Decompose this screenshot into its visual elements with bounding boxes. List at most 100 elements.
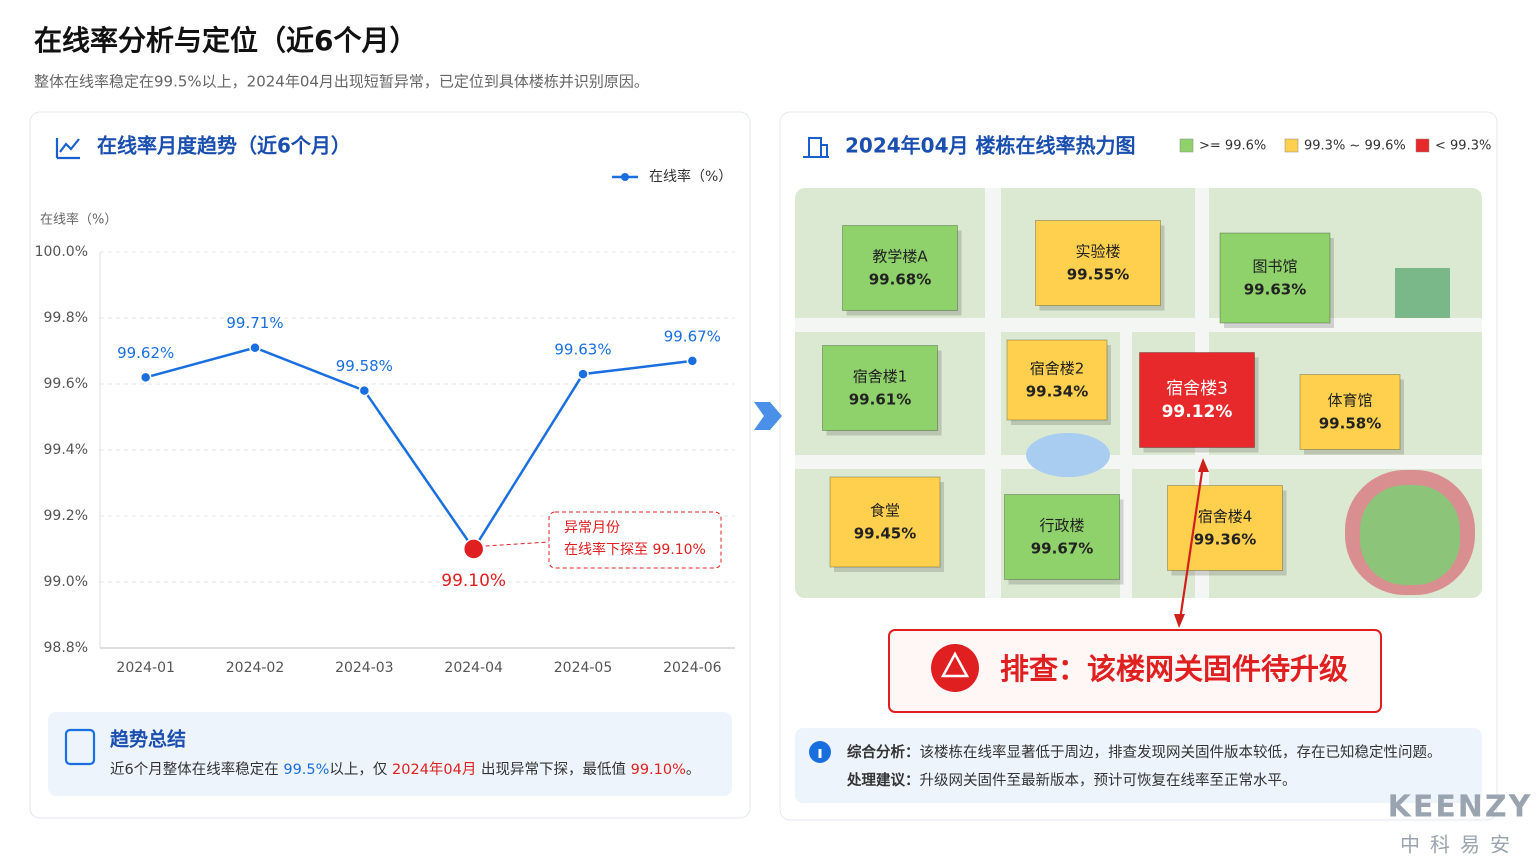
building-value: 99.12% bbox=[1162, 402, 1233, 422]
chart-title: 在线率月度趋势（近6个月） bbox=[97, 134, 351, 158]
info-glyph bbox=[818, 749, 822, 758]
building-icon bbox=[803, 137, 829, 158]
warning-glyph bbox=[940, 651, 970, 678]
building bbox=[1167, 485, 1283, 571]
x-tick-label: 2024-05 bbox=[554, 660, 613, 676]
summary-title: 趋势总结 bbox=[110, 728, 186, 751]
legend-label: >= 99.6% bbox=[1199, 139, 1266, 154]
summary-part: 。 bbox=[686, 762, 701, 778]
summary-part: 近6个月整体在线率稳定在 bbox=[110, 761, 283, 778]
building bbox=[822, 345, 938, 431]
annotation-text: 异常月份 bbox=[564, 520, 620, 536]
analysis-label: 处理建议： bbox=[846, 771, 920, 789]
summary-part: 2024年04月 bbox=[392, 761, 476, 778]
legend-swatch bbox=[1179, 138, 1194, 153]
building-name: 体育馆 bbox=[1327, 392, 1372, 410]
analysis-text: 升级网关固件至最新版本，预计可恢复在线率至正常水平。 bbox=[920, 771, 1297, 789]
analysis-row: 综合分析：该楼栋在线率显著低于周边，排查发现网关固件版本较低，存在已知稳定性问题… bbox=[847, 743, 1442, 761]
data-point bbox=[462, 538, 485, 560]
building-value: 99.58% bbox=[1319, 415, 1381, 433]
building-name: 教学楼A bbox=[872, 248, 928, 266]
y-tick-label: 99.0% bbox=[44, 574, 88, 590]
chart-icon bbox=[55, 138, 80, 160]
building-name: 宿舍楼3 bbox=[1166, 379, 1228, 399]
building-name: 行政楼 bbox=[1039, 517, 1084, 535]
building-name: 实验楼 bbox=[1075, 243, 1120, 261]
y-tick-label: 100.0% bbox=[35, 244, 88, 260]
page-subtitle: 整体在线率稳定在99.5%以上，2024年04月出现短暂异常，已定位到具体楼栋并… bbox=[34, 73, 649, 91]
callout-box bbox=[888, 629, 1382, 713]
building-name: 宿舍楼4 bbox=[1198, 508, 1253, 526]
value-label: 99.71% bbox=[226, 314, 283, 332]
callout-text: 排查：该楼网关固件待升级 bbox=[1000, 652, 1348, 686]
arrow-head bbox=[1198, 458, 1209, 472]
annotation-text: 在线率下探至 99.10% bbox=[564, 541, 706, 558]
annotation-box bbox=[548, 511, 722, 569]
summary-text: 近6个月整体在线率稳定在 99.5%以上，仅 2024年04月 出现异常下探，最… bbox=[110, 761, 700, 778]
building-value: 99.45% bbox=[854, 525, 916, 543]
data-point bbox=[686, 355, 699, 367]
building-value: 99.67% bbox=[1031, 540, 1093, 558]
legend-label: 99.3% ~ 99.6% bbox=[1304, 139, 1406, 154]
value-label: 99.10% bbox=[441, 571, 506, 591]
series-line bbox=[145, 346, 693, 552]
x-tick-label: 2024-01 bbox=[116, 660, 175, 676]
y-tick-label: 99.4% bbox=[44, 442, 88, 458]
flow-arrow bbox=[754, 402, 782, 430]
page-title: 在线率分析与定位（近6个月） bbox=[34, 24, 417, 57]
legend-swatch bbox=[1415, 138, 1430, 153]
legend-label: < 99.3% bbox=[1435, 139, 1491, 154]
building-name: 食堂 bbox=[870, 502, 900, 520]
legend-swatch bbox=[1284, 138, 1299, 153]
x-tick-label: 2024-03 bbox=[335, 660, 394, 676]
value-label: 99.67% bbox=[664, 327, 721, 345]
summary-part: 出现异常下探，最低值 bbox=[476, 761, 630, 778]
building-value: 99.63% bbox=[1244, 281, 1306, 299]
left-panel bbox=[29, 111, 751, 819]
building bbox=[842, 225, 958, 311]
building bbox=[1035, 220, 1161, 306]
building-value: 99.68% bbox=[869, 271, 931, 289]
value-label: 99.62% bbox=[117, 344, 174, 362]
building-value: 99.36% bbox=[1194, 531, 1256, 549]
building bbox=[1139, 352, 1255, 448]
building-name: 宿舍楼1 bbox=[853, 368, 908, 386]
campus-map: 教学楼A 99.68% 实验楼 99.55% 图书馆 99.63% 宿舍楼1 99.61% 宿舍… bbox=[795, 188, 1482, 598]
building bbox=[829, 476, 941, 568]
y-tick-label: 98.8% bbox=[44, 640, 88, 656]
summary-part: 以上，仅 bbox=[329, 761, 392, 778]
building bbox=[1006, 339, 1108, 421]
analysis-text: 该楼栋在线率显著低于周边，排查发现网关固件版本较低，存在已知稳定性问题。 bbox=[920, 743, 1442, 761]
building-value: 99.55% bbox=[1067, 266, 1129, 284]
link-arrow bbox=[1178, 464, 1205, 621]
arrow-head bbox=[1174, 614, 1185, 628]
data-point bbox=[139, 371, 152, 384]
building-value: 99.61% bbox=[849, 391, 911, 409]
y-tick-label: 99.6% bbox=[44, 376, 88, 392]
analysis-row: 处理建议：升级网关固件至最新版本，预计可恢复在线率至正常水平。 bbox=[846, 771, 1297, 789]
summary-box bbox=[48, 712, 732, 796]
building-name: 宿舍楼2 bbox=[1030, 360, 1085, 378]
x-tick-label: 2024-02 bbox=[226, 660, 285, 676]
summary-part: 99.5% bbox=[283, 762, 329, 778]
brand-sub: 中科易安 bbox=[1400, 833, 1520, 857]
summary-icon bbox=[64, 728, 96, 766]
y-axis-label: 在线率（%） bbox=[40, 212, 117, 228]
warning-icon bbox=[931, 644, 979, 692]
legend-dot bbox=[621, 173, 629, 181]
building-value: 99.34% bbox=[1026, 383, 1088, 401]
x-tick-label: 2024-06 bbox=[663, 660, 722, 676]
brand-name: KEENZY bbox=[1388, 790, 1533, 825]
building-name: 图书馆 bbox=[1252, 258, 1297, 276]
building bbox=[1004, 494, 1120, 580]
building bbox=[1219, 232, 1331, 324]
summary-part: 99.10% bbox=[631, 762, 686, 778]
analysis-label: 综合分析： bbox=[847, 743, 920, 761]
legend-label: 在线率（%） bbox=[649, 168, 732, 185]
building bbox=[1299, 374, 1401, 450]
data-point bbox=[577, 368, 589, 380]
data-point bbox=[358, 384, 371, 397]
x-tick-label: 2024-04 bbox=[444, 660, 503, 676]
